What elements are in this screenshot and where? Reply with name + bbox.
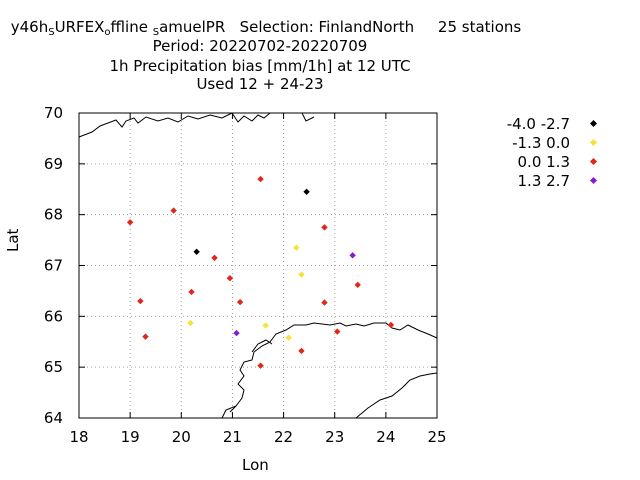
data-point-series-1 [293, 244, 300, 251]
data-point-series-1 [187, 319, 194, 327]
data-point-series-2 [170, 207, 177, 214]
data-point-series-2 [211, 254, 218, 262]
data-point-series-2 [321, 299, 328, 306]
legend-label: 1.3 2.7 [517, 172, 570, 190]
legend-item: 1.3 2.7 [470, 172, 610, 191]
x-tick-label: 20 [172, 428, 191, 446]
legend-label: -4.0 -2.7 [506, 115, 570, 133]
x-tick-label: 23 [325, 428, 344, 446]
y-tick-label: 64 [44, 409, 63, 427]
legend-item: 0.0 1.3 [470, 153, 610, 172]
legend-marker [589, 157, 598, 166]
y-tick-label: 67 [44, 257, 63, 275]
data-point-series-2 [298, 347, 305, 355]
legend-item: -1.3 0.0 [470, 134, 610, 153]
data-point-series-1 [298, 271, 305, 278]
data-point-series-2 [142, 333, 149, 340]
y-tick-label: 66 [44, 307, 63, 325]
legend-item: -4.0 -2.7 [470, 115, 610, 134]
data-point-series-2 [321, 224, 328, 231]
data-point-series-1 [262, 322, 269, 329]
y-tick-label: 70 [44, 104, 63, 122]
chart-title-period: Period: 20220702-20220709 [152, 37, 368, 55]
data-point-series-1 [285, 334, 292, 341]
data-point-series-3 [349, 252, 356, 259]
data-point-series-2 [257, 175, 264, 183]
data-point-series-2 [226, 275, 234, 282]
data-point-series-2 [188, 288, 195, 296]
title-experiment: y46hSURFEXoffline SamuelPR [10, 18, 226, 38]
title-selection: Selection: FinlandNorth [239, 18, 415, 36]
coastline [355, 372, 438, 419]
chart-title-line1: y46hSURFEXoffline SamuelPR Selection: Fi… [0, 18, 546, 42]
legend-marker [589, 119, 598, 128]
x-tick-label: 19 [121, 428, 140, 446]
x-tick-label: 21 [223, 428, 242, 446]
data-point-series-2 [334, 328, 341, 335]
x-tick-label: 24 [376, 428, 395, 446]
y-tick-label: 65 [44, 358, 63, 376]
data-point-series-3 [233, 329, 240, 337]
data-point-series-2 [236, 298, 244, 306]
y-tick-label: 68 [44, 206, 63, 224]
legend-marker [589, 138, 598, 147]
data-point-series-2 [354, 281, 361, 289]
coastline [78, 112, 233, 138]
title-stations: 25 stations [437, 18, 522, 36]
coastline [231, 112, 271, 123]
y-axis-label: Lat [4, 228, 22, 252]
x-axis-label: Lon [242, 456, 269, 474]
data-point-series-2 [387, 321, 395, 329]
coastline [229, 405, 237, 413]
legend-label: -1.3 0.0 [512, 134, 570, 152]
data-point-series-0 [303, 188, 310, 195]
data-point-series-0 [193, 248, 200, 255]
data-point-series-2 [257, 362, 264, 369]
x-tick-label: 18 [69, 428, 88, 446]
data-point-series-2 [126, 219, 134, 226]
legend-label: 0.0 1.3 [517, 153, 570, 171]
chart-title-variable: 1h Precipitation bias [mm/1h] at 12 UTC [109, 57, 411, 75]
x-tick-label: 25 [427, 428, 446, 446]
y-tick-label: 69 [44, 155, 63, 173]
coastline [301, 112, 315, 122]
legend-marker [589, 176, 598, 185]
coastline [251, 339, 273, 353]
data-point-series-2 [137, 297, 144, 305]
chart-title-used: Used 12 + 24-23 [196, 75, 324, 93]
x-tick-label: 22 [274, 428, 293, 446]
coastline [221, 322, 438, 419]
